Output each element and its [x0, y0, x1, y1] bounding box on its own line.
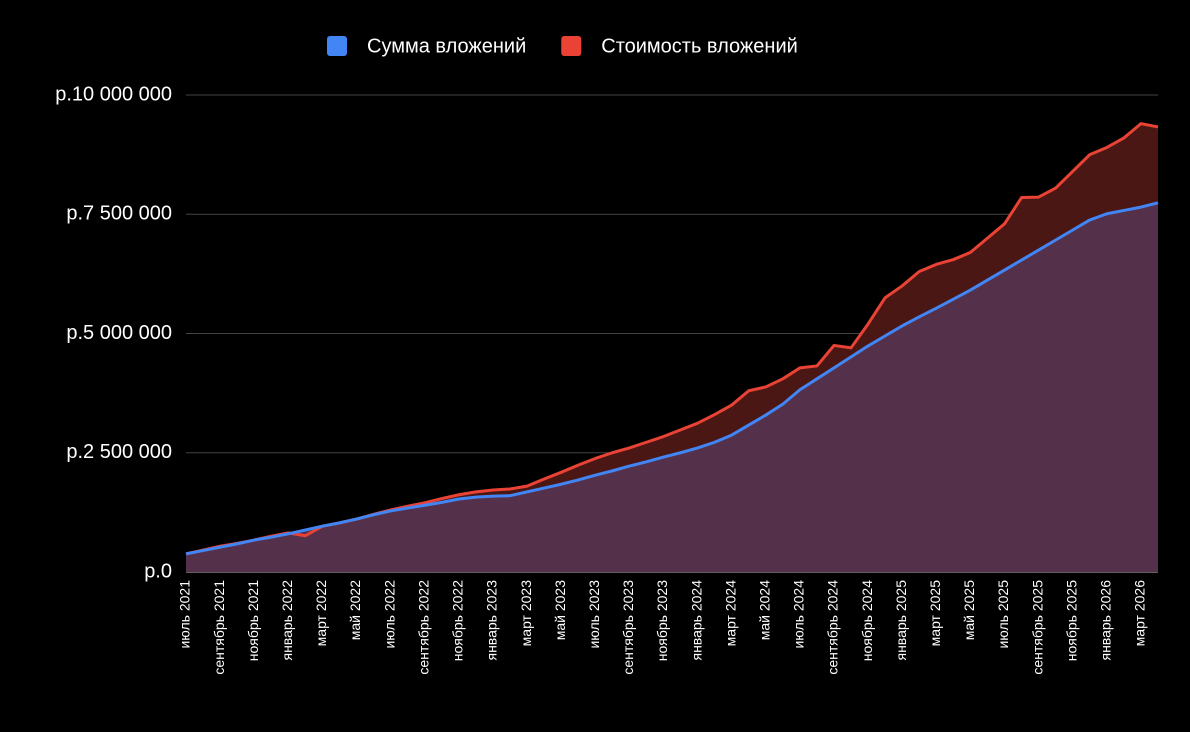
x-tick-label: май 2023: [552, 580, 568, 640]
line: [185, 201, 1159, 556]
x-tick-label: январь 2026: [1098, 580, 1114, 661]
legend-label: Стоимость вложений: [601, 35, 798, 57]
x-tick-label: сентябрь 2024: [825, 580, 841, 675]
y-tick-label: р.7 500 000: [66, 203, 172, 225]
x-tick-label: март 2025: [927, 580, 943, 647]
legend-swatch: [561, 36, 582, 56]
x-tick-label: июль 2024: [791, 580, 807, 649]
x-tick-label: март 2024: [722, 580, 738, 647]
x-tick-label: июль 2021: [177, 580, 193, 649]
x-tick-label: сентябрь 2023: [620, 580, 636, 675]
x-tick-label: март 2023: [518, 580, 534, 647]
x-tick-label: май 2025: [961, 580, 977, 640]
x-tick-label: май 2024: [756, 580, 772, 640]
y-tick-label: р.0: [144, 560, 172, 582]
x-tick-label: июль 2023: [586, 580, 602, 649]
x-tick-label: июль 2025: [995, 580, 1011, 649]
x-tick-label: март 2026: [1132, 580, 1148, 647]
x-tick-label: сентябрь 2021: [211, 580, 227, 675]
area: [186, 202, 1158, 572]
y-tick-label: р.2 500 000: [66, 441, 172, 463]
x-tick-label: май 2022: [347, 580, 363, 640]
legend-swatch: [327, 36, 347, 56]
x-tick-label: март 2022: [313, 580, 329, 647]
x-tick-label: январь 2024: [688, 580, 704, 661]
legend-label: Сумма вложений: [367, 35, 526, 57]
x-tick-label: январь 2023: [484, 580, 500, 661]
y-tick-label: р.10 000 000: [55, 83, 172, 105]
x-tick-label: сентябрь 2022: [415, 580, 431, 675]
x-tick-label: ноябрь 2021: [245, 580, 261, 661]
x-tick-label: сентябрь 2025: [1029, 580, 1045, 675]
x-tick-label: ноябрь 2024: [859, 580, 875, 661]
x-tick-label: январь 2022: [279, 580, 295, 661]
x-tick-label: ноябрь 2023: [654, 580, 670, 661]
x-tick-label: ноябрь 2025: [1063, 580, 1079, 661]
y-tick-label: р.5 000 000: [66, 322, 172, 344]
x-tick-label: ноябрь 2022: [450, 580, 466, 661]
x-tick-label: июль 2022: [381, 580, 397, 649]
x-tick-label: январь 2025: [893, 580, 909, 661]
